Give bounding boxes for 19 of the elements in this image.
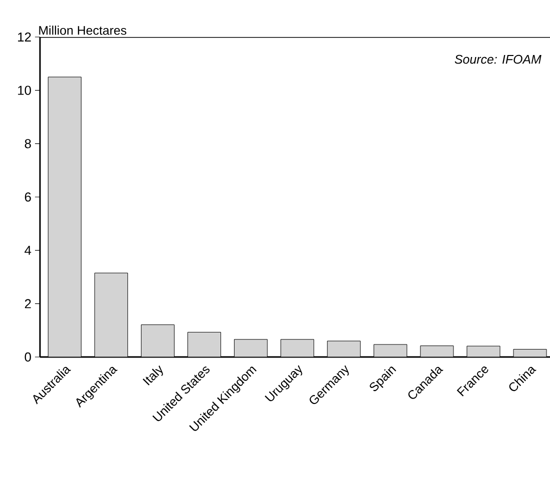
annotation: Source: IFOAM <box>454 54 542 64</box>
bar <box>94 272 128 357</box>
y-tick-label: 2 <box>24 299 31 308</box>
x-tick-label: Italy <box>142 365 163 386</box>
y-tick-label: 0 <box>24 352 31 362</box>
y-tick-label: 6 <box>24 192 31 202</box>
y-tick-label: 8 <box>24 139 31 148</box>
bar <box>420 346 454 357</box>
y-tick-label: 12 <box>18 32 31 42</box>
bar <box>141 324 174 357</box>
bar <box>188 332 221 357</box>
bar <box>234 339 268 357</box>
y-axis-title: Million Hectares <box>39 26 126 35</box>
bar <box>280 339 314 357</box>
bar <box>48 76 82 357</box>
y-tick-label: 4 <box>24 246 32 255</box>
bar <box>374 344 407 357</box>
bar <box>327 341 360 357</box>
y-tick-label: 10 <box>18 86 31 95</box>
